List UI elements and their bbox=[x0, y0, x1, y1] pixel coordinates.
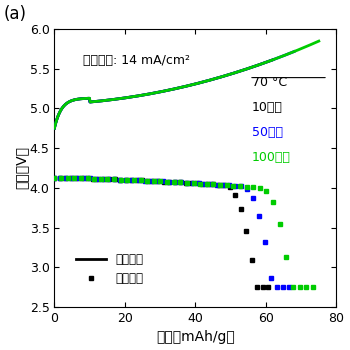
Legend: 充電曲線, 放電曲線: 充電曲線, 放電曲線 bbox=[71, 248, 148, 290]
Y-axis label: 電圧（V）: 電圧（V） bbox=[14, 147, 28, 189]
Text: (a): (a) bbox=[4, 5, 27, 23]
Text: 10回目: 10回目 bbox=[252, 101, 283, 114]
Text: 電流密度: 14 mA/cm²: 電流密度: 14 mA/cm² bbox=[83, 54, 190, 67]
Text: 50回目: 50回目 bbox=[252, 126, 283, 139]
Text: 100回目: 100回目 bbox=[252, 151, 291, 164]
X-axis label: 容量（mAh/g）: 容量（mAh/g） bbox=[156, 330, 235, 344]
Text: 70 °C: 70 °C bbox=[252, 76, 287, 89]
